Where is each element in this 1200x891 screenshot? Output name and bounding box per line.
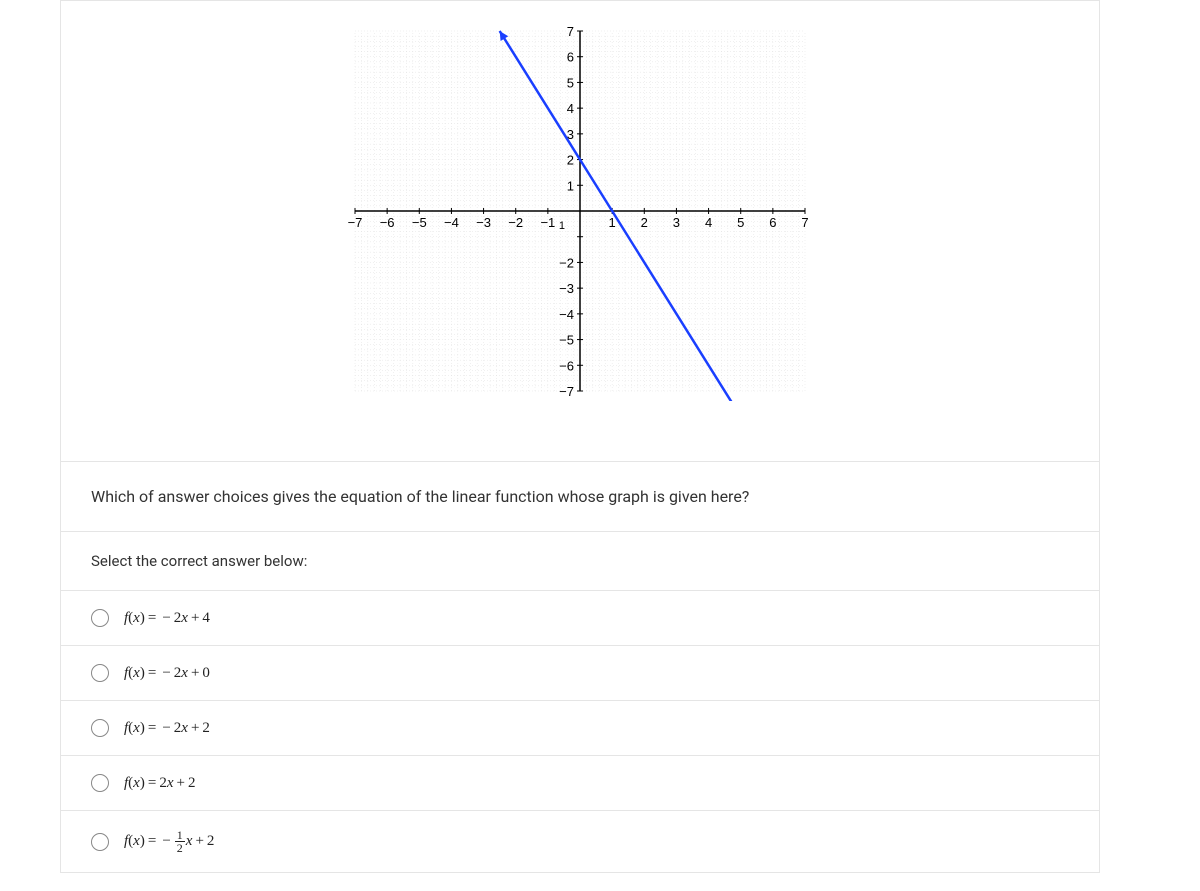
coordinate-graph: −7−6−5−4−3−2−1123456717654321−2−3−4−5−6−… [330,21,830,401]
svg-text:−5: −5 [412,215,427,230]
svg-text:1: 1 [567,178,574,193]
svg-text:1: 1 [559,220,565,232]
svg-text:−4: −4 [559,307,574,322]
svg-text:−3: −3 [559,281,574,296]
option-c[interactable]: f(x)=−2x+2 [61,701,1099,756]
svg-text:−3: −3 [476,215,491,230]
svg-text:−2: −2 [559,255,574,270]
option-d[interactable]: f(x)=2x+2 [61,756,1099,811]
instruction-text: Select the correct answer below: [61,532,1099,591]
svg-text:−2: −2 [508,215,523,230]
svg-text:5: 5 [737,215,744,230]
svg-text:−6: −6 [559,358,574,373]
svg-text:3: 3 [673,215,680,230]
svg-text:2: 2 [641,215,648,230]
radio-icon [91,664,109,682]
question-text: Which of answer choices gives the equati… [61,462,1099,532]
radio-icon [91,774,109,792]
radio-icon [91,719,109,737]
svg-text:2: 2 [567,153,574,168]
svg-text:−7: −7 [348,215,363,230]
question-container: −7−6−5−4−3−2−1123456717654321−2−3−4−5−6−… [60,0,1100,873]
svg-text:−7: −7 [559,384,574,399]
svg-text:5: 5 [567,75,574,90]
svg-text:−4: −4 [444,215,459,230]
graph-wrapper: −7−6−5−4−3−2−1123456717654321−2−3−4−5−6−… [330,21,830,401]
svg-text:−5: −5 [559,333,574,348]
option-b-label: f(x)=−2x+0 [124,665,210,682]
svg-text:−1: −1 [540,215,555,230]
option-a[interactable]: f(x)=−2x+4 [61,591,1099,646]
graph-section: −7−6−5−4−3−2−1123456717654321−2−3−4−5−6−… [61,1,1099,462]
svg-text:7: 7 [801,215,808,230]
radio-icon [91,609,109,627]
svg-text:6: 6 [769,215,776,230]
option-b[interactable]: f(x)=−2x+0 [61,646,1099,701]
svg-text:4: 4 [567,101,574,116]
option-a-label: f(x)=−2x+4 [124,610,210,627]
svg-text:−6: −6 [380,215,395,230]
svg-text:6: 6 [567,50,574,65]
option-e[interactable]: f(x)=−12x+2 [61,811,1099,872]
option-d-label: f(x)=2x+2 [124,775,195,792]
option-c-label: f(x)=−2x+2 [124,720,210,737]
svg-text:4: 4 [705,215,712,230]
svg-text:7: 7 [567,24,574,39]
radio-icon [91,833,109,851]
option-e-label: f(x)=−12x+2 [124,829,214,854]
